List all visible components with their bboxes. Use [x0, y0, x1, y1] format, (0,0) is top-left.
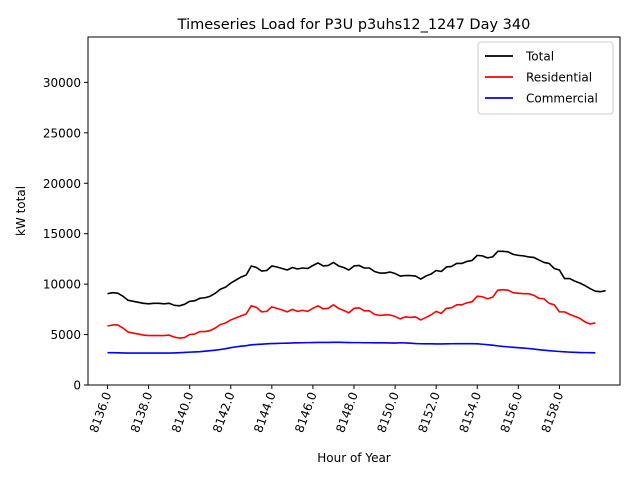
y-axis-label: kW total — [14, 186, 28, 236]
x-axis-ticks: 8136.0 8138.0 8140.0 8142.0 8144.0 8146.0 8148… — [87, 385, 566, 434]
x-tick-label: 8156.0 — [498, 390, 526, 434]
x-tick-label: 8142.0 — [210, 390, 238, 434]
x-tick-label: 8140.0 — [169, 390, 197, 434]
x-tick-label: 8154.0 — [457, 390, 485, 434]
y-tick-label: 15000 — [43, 227, 81, 241]
chart-title: Timeseries Load for P3U p3uhs12_1247 Day… — [177, 17, 531, 33]
x-tick-label: 8150.0 — [374, 390, 402, 434]
x-tick-label: 8136.0 — [87, 390, 115, 434]
y-tick-label: 30000 — [43, 76, 81, 90]
x-tick-label: 8146.0 — [292, 390, 320, 434]
legend-label-total: Total — [525, 50, 554, 64]
legend: Total Residential Commercial — [477, 41, 614, 115]
y-tick-label: 5000 — [50, 328, 81, 342]
y-tick-label: 25000 — [43, 126, 81, 140]
y-axis-ticks: 0 5000 10000 15000 20000 25000 30000 — [43, 76, 88, 393]
x-tick-label: 8148.0 — [333, 390, 361, 434]
x-tick-label: 8158.0 — [539, 390, 567, 434]
x-tick-label: 8138.0 — [128, 390, 156, 434]
legend-label-commercial: Commercial — [526, 92, 598, 106]
x-tick-label: 8152.0 — [415, 390, 443, 434]
series-line-residential — [107, 288, 596, 339]
y-tick-label: 10000 — [43, 278, 81, 292]
series-line-commercial — [107, 341, 596, 354]
plot-lines — [107, 250, 606, 354]
y-tick-label: 0 — [73, 379, 81, 393]
x-tick-label: 8144.0 — [251, 390, 279, 434]
y-tick-label: 20000 — [43, 177, 81, 191]
legend-box — [477, 41, 614, 115]
series-line-total — [107, 250, 606, 307]
legend-label-residential: Residential — [526, 71, 592, 85]
x-axis-label: Hour of Year — [317, 451, 391, 465]
